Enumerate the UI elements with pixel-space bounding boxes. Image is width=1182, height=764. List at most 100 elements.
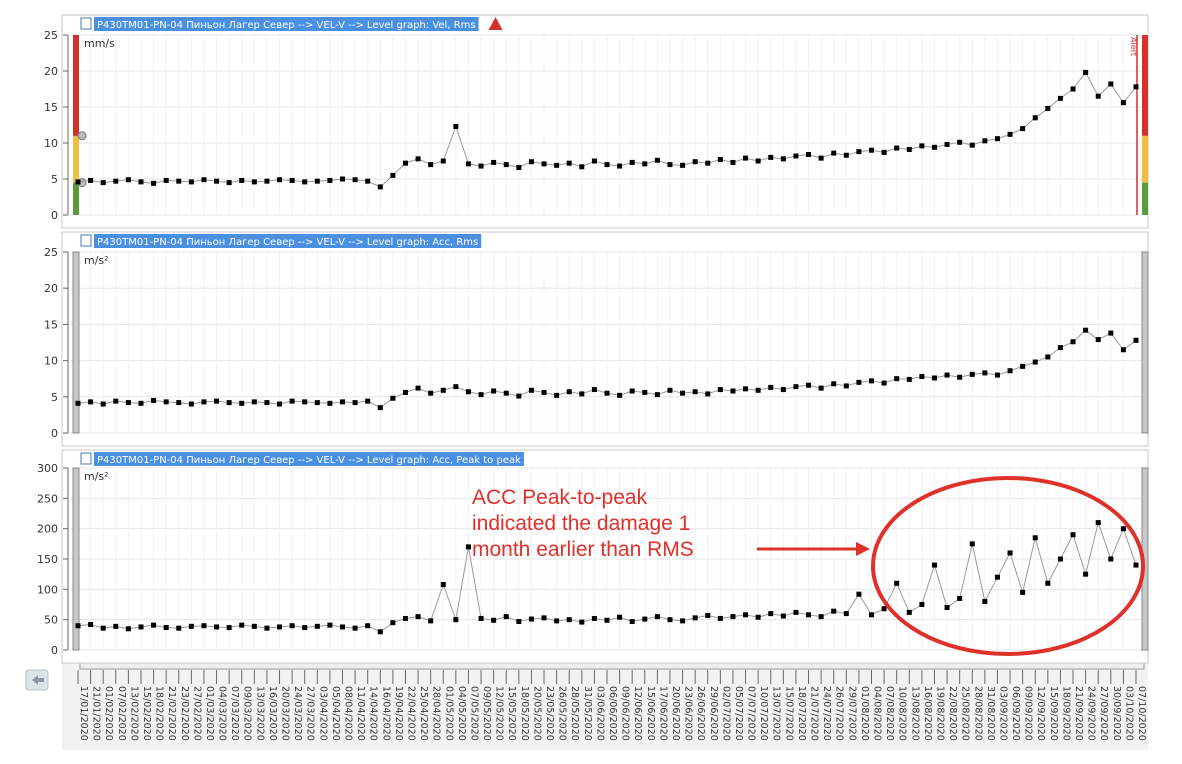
x-tick-label: 17/01/2020 (78, 686, 89, 741)
x-tick-label: 29/07/2020 (846, 686, 857, 741)
data-point (251, 179, 257, 185)
data-point (390, 395, 396, 401)
data-point (843, 152, 849, 158)
data-point (214, 624, 220, 630)
data-point (843, 611, 849, 617)
data-point (352, 177, 358, 183)
data-point (188, 401, 194, 407)
data-point (604, 617, 610, 623)
data-point (1083, 327, 1089, 333)
data-point (251, 399, 257, 405)
data-point (440, 581, 446, 587)
data-point (1032, 115, 1038, 121)
data-point (579, 164, 585, 170)
x-tick-label: 24/07/2020 (821, 686, 832, 741)
y-tick-label: 250 (37, 492, 58, 505)
data-point (503, 162, 509, 168)
data-point (806, 612, 812, 618)
data-point (1083, 69, 1089, 75)
data-point (113, 398, 119, 404)
y-tick-label: 0 (51, 209, 58, 222)
data-point (705, 391, 711, 397)
x-tick-label: 13/08/2020 (909, 686, 920, 741)
data-point (264, 400, 270, 406)
data-point (730, 159, 736, 165)
data-point (365, 178, 371, 184)
data-point (994, 136, 1000, 142)
data-point (705, 612, 711, 618)
data-point (982, 138, 988, 144)
level-zone (73, 135, 79, 183)
y-tick-label: 5 (51, 391, 58, 404)
data-point (667, 162, 673, 168)
panel-title: P430TM01-PN-04 Пиньон Лагер Север --> VE… (97, 20, 476, 31)
data-point (642, 616, 648, 622)
data-point (163, 177, 169, 183)
x-tick-label: 02/07/2020 (720, 686, 731, 741)
data-point (239, 622, 245, 628)
data-point (125, 626, 131, 632)
data-point (327, 177, 333, 183)
data-point (453, 384, 459, 390)
data-point (1095, 520, 1101, 526)
data-point (88, 399, 94, 405)
data-point (717, 387, 723, 393)
x-tick-label: 18/09/2020 (1060, 686, 1071, 741)
x-tick-label: 29/06/2020 (708, 686, 719, 741)
data-point (365, 398, 371, 404)
x-tick-label: 20/06/2020 (670, 686, 681, 741)
data-point (340, 624, 345, 630)
data-point (289, 398, 295, 404)
export-icon (80, 17, 92, 30)
x-tick-label: 07/07/2020 (746, 686, 757, 741)
y-tick-label: 20 (44, 282, 58, 295)
data-point (869, 378, 874, 384)
data-point (1007, 131, 1013, 137)
data-point (793, 609, 799, 615)
x-tick-label: 15/09/2020 (1048, 686, 1059, 741)
data-point (377, 405, 383, 411)
data-point (894, 580, 900, 586)
data-point (843, 383, 849, 389)
y-tick-label: 10 (44, 355, 58, 368)
data-point (75, 623, 81, 629)
data-point (906, 146, 912, 152)
x-tick-label: 18/02/2020 (154, 686, 165, 741)
data-point (478, 615, 484, 621)
data-point (491, 617, 497, 623)
data-point (138, 179, 144, 185)
x-tick-label: 16/03/2020 (267, 686, 278, 741)
data-point (1120, 347, 1126, 353)
data-point (1057, 95, 1063, 101)
data-point (289, 177, 295, 183)
y-tick-label: 25 (44, 246, 58, 259)
y-tick-label: 0 (51, 644, 58, 657)
x-tick-label: 22/08/2020 (947, 686, 958, 741)
x-tick-label: 10/08/2020 (897, 686, 908, 741)
x-tick-label: 03/06/2020 (594, 686, 605, 741)
y-tick-label: 50 (44, 614, 58, 627)
x-tick-label: 30/09/2020 (1111, 686, 1122, 741)
x-tick-label: 16/08/2020 (922, 686, 933, 741)
x-tick-label: 27/09/2020 (1098, 686, 1109, 741)
x-tick-label: 21/09/2020 (1073, 686, 1084, 741)
data-point (1020, 589, 1026, 595)
data-point (365, 623, 371, 629)
data-point (528, 387, 534, 393)
data-point (969, 371, 975, 377)
range-bar (72, 467, 80, 651)
x-tick-label: 01/08/2020 (859, 686, 870, 741)
data-point (869, 147, 874, 153)
data-point (768, 611, 774, 617)
data-point (201, 177, 207, 183)
data-point (478, 392, 484, 398)
y-tick-label: 10 (44, 137, 58, 150)
data-point (125, 177, 131, 183)
data-point (818, 155, 824, 161)
annotation-arrowhead (856, 542, 870, 556)
x-tick-label: 18/05/2020 (519, 686, 530, 741)
data-point (314, 623, 320, 629)
panel-title: P430TM01-PN-04 Пиньон Лагер Север --> VE… (97, 455, 521, 466)
x-tick-label: 20/03/2020 (280, 686, 291, 741)
